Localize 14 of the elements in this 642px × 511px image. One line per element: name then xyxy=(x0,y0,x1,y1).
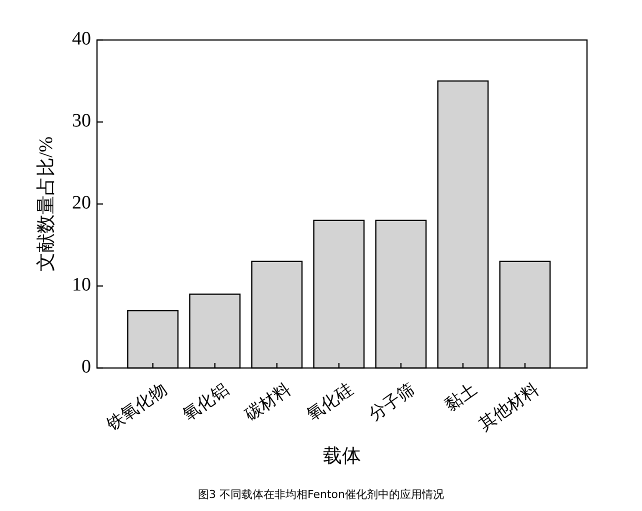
y-tick-label: 20 xyxy=(72,192,91,214)
x-tick-label: 氧化铝 xyxy=(179,380,232,424)
x-tick-label: 铁氧化物 xyxy=(102,380,170,435)
y-tick-label: 40 xyxy=(72,28,91,50)
y-tick-label: 30 xyxy=(72,110,91,132)
x-tick-label: 氧化硅 xyxy=(303,380,356,424)
x-tick-label: 分子筛 xyxy=(365,380,418,424)
caption: 图3 不同载体在非均相Fenton催化剂中的应用情况 xyxy=(198,488,444,501)
x-axis-title: 载体 xyxy=(323,446,361,467)
y-tick-label: 10 xyxy=(72,274,91,296)
x-tick-label: 黏土 xyxy=(441,380,480,415)
y-axis-title: 文献数量占比/% xyxy=(36,136,57,272)
y-tick-label: 0 xyxy=(82,356,91,378)
x-tick-label: 碳材料 xyxy=(240,380,294,425)
